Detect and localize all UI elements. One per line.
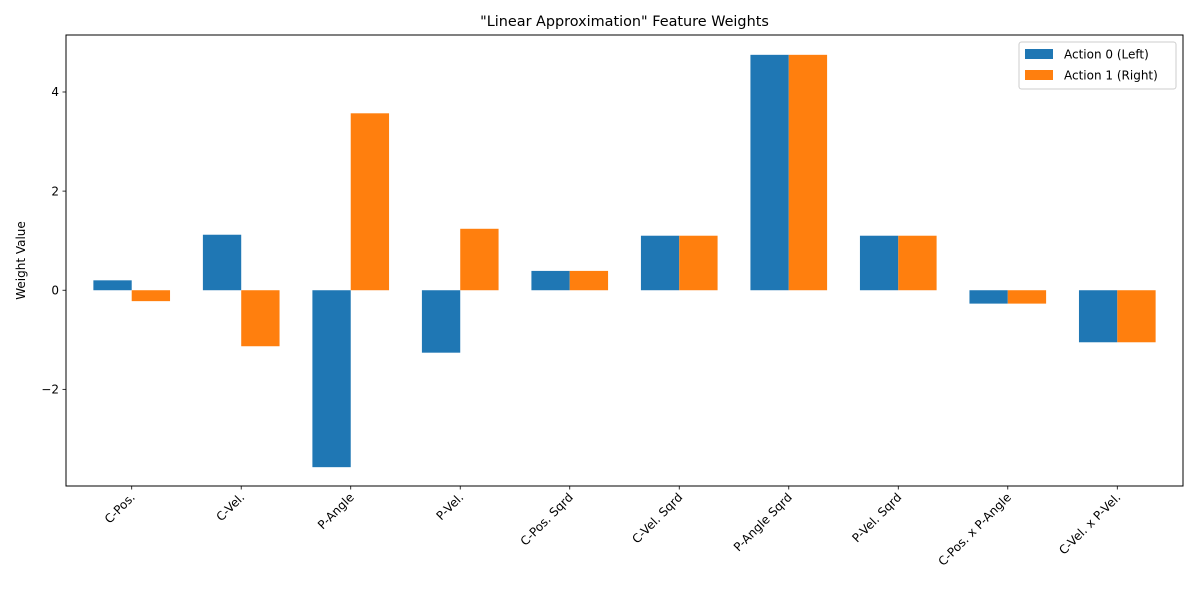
- bar-series-0-3: [421, 290, 461, 353]
- chart-title: "Linear Approximation" Feature Weights: [480, 14, 769, 30]
- legend-label-0: Action 0 (Left): [1064, 48, 1149, 62]
- y-tick-label: 0: [51, 283, 59, 297]
- bar-series-1-6: [788, 54, 828, 291]
- y-axis-title: Weight Value: [14, 221, 28, 300]
- bar-series-1-4: [569, 270, 609, 291]
- bar-series-0-7: [859, 235, 899, 291]
- bar-series-1-8: [1007, 290, 1047, 304]
- plot-area-frame: [65, 34, 1184, 487]
- bar-series-0-8: [969, 290, 1008, 304]
- bar-series-1-0: [131, 290, 171, 302]
- legend-swatch-1: [1025, 70, 1053, 80]
- bar-series-0-0: [93, 280, 132, 291]
- bars-group: [93, 54, 1156, 468]
- bar-series-0-1: [202, 234, 242, 291]
- bar-series-1-9: [1117, 290, 1156, 343]
- y-tick-label: 4: [51, 85, 59, 99]
- bar-series-0-2: [312, 290, 351, 468]
- legend: Action 0 (Left) Action 1 (Right): [1018, 41, 1177, 90]
- legend-box: [1018, 41, 1177, 90]
- bar-series-1-7: [898, 235, 937, 291]
- bar-series-1-2: [350, 113, 390, 291]
- bar-series-1-5: [679, 235, 718, 291]
- legend-swatch-0: [1025, 49, 1053, 59]
- bar-series-0-6: [750, 54, 789, 291]
- bar-series-0-4: [531, 270, 570, 291]
- bar-series-1-1: [241, 290, 280, 347]
- y-axis-ticks: −2 0 2 4: [41, 85, 66, 397]
- bar-series-1-3: [460, 228, 499, 291]
- y-tick-label: 2: [51, 184, 59, 198]
- y-tick-label: −2: [41, 383, 59, 397]
- bar-series-0-9: [1078, 290, 1118, 343]
- legend-label-1: Action 1 (Right): [1064, 69, 1158, 83]
- bar-series-0-5: [640, 235, 680, 291]
